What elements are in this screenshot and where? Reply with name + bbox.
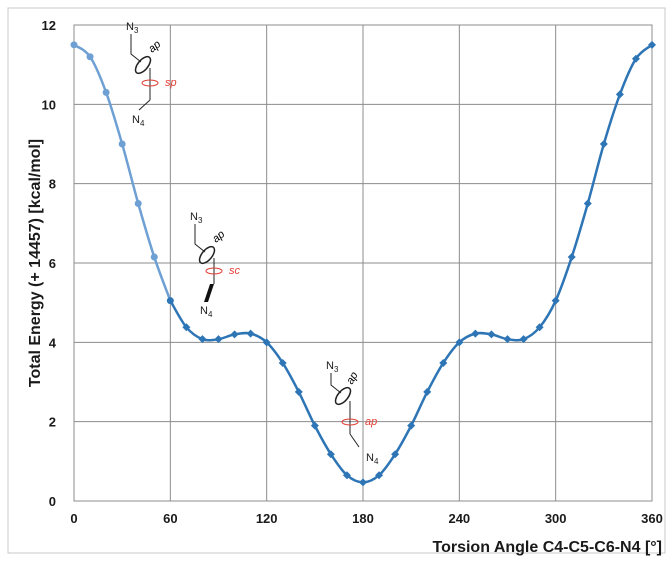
data-point — [599, 140, 608, 148]
data-point — [150, 253, 158, 261]
y-tick-label: 6 — [49, 256, 56, 271]
data-point — [615, 90, 624, 99]
svg-text:ap: ap — [344, 370, 361, 387]
data-point — [230, 330, 239, 339]
y-tick-label: 4 — [49, 335, 57, 350]
data-point — [583, 199, 592, 208]
data-point — [342, 471, 351, 480]
y-tick-label: 0 — [49, 494, 56, 509]
series-layer — [70, 40, 656, 487]
conformer-annotation-2: N3 ap sc N4 — [190, 211, 241, 319]
x-tick-label: 0 — [70, 511, 77, 526]
x-tick-label: 60 — [163, 511, 177, 526]
data-point — [407, 421, 416, 430]
data-point — [86, 53, 94, 61]
outer-frame — [7, 7, 666, 554]
svg-text:N4: N4 — [200, 305, 213, 319]
data-point — [551, 296, 560, 305]
svg-text:sc: sc — [229, 265, 241, 277]
data-point — [326, 450, 335, 459]
data-point — [294, 387, 303, 396]
data-point — [471, 329, 480, 338]
data-point — [359, 478, 367, 487]
svg-text:N3: N3 — [190, 211, 203, 225]
x-tick-label: 120 — [256, 511, 278, 526]
data-point — [262, 338, 271, 347]
data-point — [214, 335, 223, 344]
svg-text:N4: N4 — [366, 452, 379, 466]
data-point — [648, 40, 656, 49]
x-tick-label: 180 — [352, 511, 374, 526]
y-tick-label: 2 — [49, 415, 56, 430]
data-point — [503, 335, 512, 344]
data-point — [567, 253, 576, 262]
conformer-annotation-3: N3 ap ap N4 — [326, 360, 379, 466]
data-point — [70, 41, 78, 49]
x-tick-label: 360 — [641, 511, 663, 526]
data-point — [391, 450, 400, 459]
data-point — [198, 335, 207, 344]
data-point — [278, 358, 287, 367]
svg-text:N3: N3 — [326, 360, 339, 374]
y-tick-label: 12 — [42, 18, 56, 33]
data-point — [487, 330, 496, 339]
data-point — [134, 200, 142, 207]
y-axis-label: Total Energy (+ 14457) [kcal/mol] — [27, 139, 44, 387]
svg-text:sp: sp — [165, 77, 177, 89]
data-point — [631, 54, 640, 63]
y-tick-label: 8 — [49, 177, 56, 192]
data-point — [535, 323, 544, 332]
data-point — [102, 88, 110, 96]
data-point — [455, 338, 464, 347]
data-point — [118, 140, 126, 148]
x-tick-labels: 0 60 120 180 240 300 360 — [70, 511, 662, 526]
data-point — [246, 329, 255, 338]
data-point — [519, 335, 528, 344]
y-tick-labels: 0 2 4 6 8 10 12 — [42, 18, 57, 509]
svg-text:ap: ap — [365, 416, 377, 428]
y-tick-label: 10 — [42, 97, 56, 112]
data-point — [182, 323, 191, 332]
x-tick-label: 240 — [448, 511, 470, 526]
svg-text:N3: N3 — [126, 21, 139, 35]
data-point — [439, 358, 448, 367]
gridlines — [73, 24, 653, 502]
data-point — [375, 471, 384, 480]
x-tick-label: 300 — [545, 511, 567, 526]
svg-text:N4: N4 — [132, 114, 145, 128]
data-point — [423, 387, 432, 396]
x-axis-label: Torsion Angle C4-C5-C6-N4 [°] — [432, 539, 662, 556]
data-point — [310, 421, 319, 430]
data-point — [166, 297, 174, 305]
